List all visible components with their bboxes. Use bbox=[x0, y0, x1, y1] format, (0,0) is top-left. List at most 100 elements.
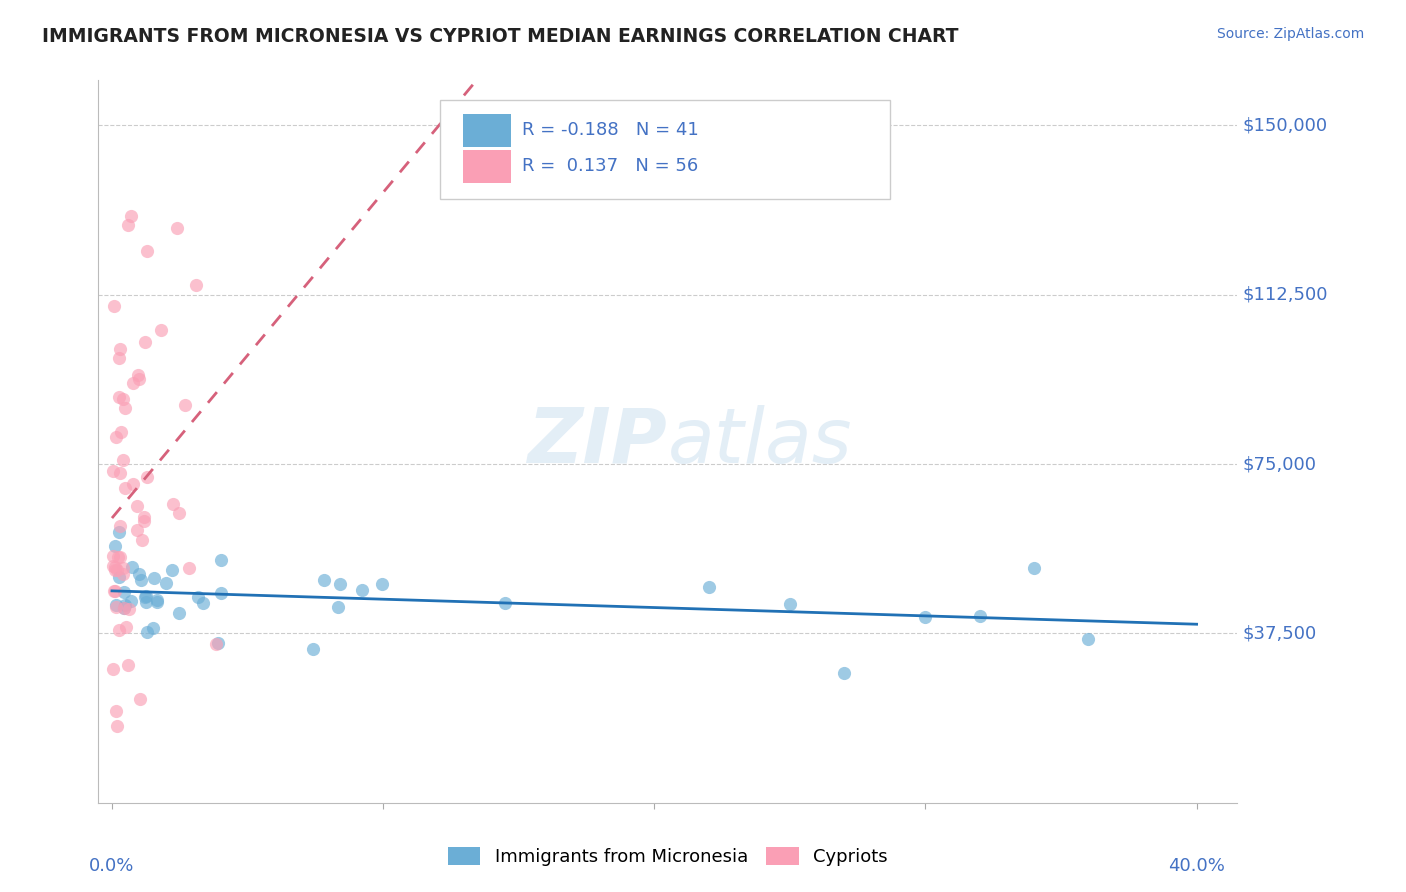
Text: ZIP: ZIP bbox=[529, 405, 668, 478]
Point bbox=[209, 553, 232, 567]
Point bbox=[146, 593, 169, 607]
Point bbox=[101, 464, 124, 478]
Point bbox=[104, 563, 127, 577]
Point bbox=[204, 637, 226, 651]
Text: 40.0%: 40.0% bbox=[1168, 857, 1225, 875]
Point bbox=[146, 595, 169, 609]
Point bbox=[135, 594, 157, 608]
Point bbox=[120, 209, 142, 223]
Text: R =  0.137   N = 56: R = 0.137 N = 56 bbox=[522, 157, 699, 175]
Point bbox=[108, 351, 131, 365]
Point bbox=[128, 371, 150, 385]
Text: 0.0%: 0.0% bbox=[90, 857, 135, 875]
Point bbox=[1077, 632, 1099, 647]
Point bbox=[120, 594, 142, 608]
Point bbox=[352, 583, 374, 598]
FancyBboxPatch shape bbox=[463, 150, 510, 183]
Point bbox=[162, 497, 184, 511]
Point bbox=[112, 600, 135, 615]
Point bbox=[134, 509, 156, 524]
Point bbox=[314, 573, 336, 587]
Point bbox=[142, 622, 165, 636]
Point bbox=[105, 430, 128, 444]
Point bbox=[112, 585, 135, 599]
Point bbox=[104, 584, 127, 599]
Point bbox=[136, 470, 159, 484]
Point bbox=[114, 599, 136, 613]
Point bbox=[329, 577, 352, 591]
Text: Source: ZipAtlas.com: Source: ZipAtlas.com bbox=[1216, 27, 1364, 41]
Point bbox=[117, 657, 139, 672]
Point bbox=[697, 580, 720, 594]
Point bbox=[174, 399, 197, 413]
Point bbox=[112, 453, 135, 467]
Point bbox=[131, 573, 153, 587]
Text: R = -0.188   N = 41: R = -0.188 N = 41 bbox=[522, 121, 699, 139]
Text: $112,500: $112,500 bbox=[1243, 285, 1329, 304]
Point bbox=[179, 560, 201, 574]
Point bbox=[114, 620, 136, 634]
Point bbox=[117, 218, 139, 232]
Text: $150,000: $150,000 bbox=[1243, 117, 1327, 135]
Point bbox=[132, 514, 155, 528]
Point bbox=[914, 610, 936, 624]
Point bbox=[104, 598, 127, 612]
Point bbox=[114, 401, 136, 416]
Point bbox=[105, 719, 128, 733]
Point bbox=[166, 220, 188, 235]
Point bbox=[107, 549, 129, 564]
Point bbox=[121, 376, 143, 391]
Point bbox=[302, 642, 325, 657]
Point bbox=[187, 591, 209, 605]
Point bbox=[969, 608, 991, 623]
Point bbox=[135, 589, 157, 603]
Point bbox=[184, 277, 207, 292]
Point bbox=[494, 596, 516, 610]
Point bbox=[108, 466, 131, 480]
Point bbox=[129, 692, 152, 706]
Point bbox=[160, 562, 183, 576]
Point bbox=[101, 549, 124, 563]
Text: $37,500: $37,500 bbox=[1243, 624, 1317, 642]
Point bbox=[134, 334, 156, 349]
Point bbox=[128, 567, 150, 582]
Point bbox=[108, 623, 131, 637]
Point bbox=[371, 576, 394, 591]
Point bbox=[135, 244, 157, 259]
Point bbox=[108, 570, 131, 584]
Point bbox=[103, 663, 125, 677]
Point bbox=[167, 506, 190, 520]
Point bbox=[193, 596, 215, 610]
Point bbox=[125, 499, 148, 513]
Point bbox=[122, 476, 145, 491]
Point bbox=[104, 560, 127, 574]
Point bbox=[103, 299, 125, 313]
Point bbox=[105, 600, 128, 615]
Point bbox=[121, 560, 143, 574]
Text: atlas: atlas bbox=[668, 405, 852, 478]
Point bbox=[149, 323, 172, 337]
Point bbox=[155, 576, 177, 591]
FancyBboxPatch shape bbox=[463, 113, 510, 147]
Point bbox=[131, 533, 153, 547]
Point bbox=[127, 368, 149, 383]
Point bbox=[118, 601, 141, 615]
Point bbox=[107, 524, 129, 539]
FancyBboxPatch shape bbox=[440, 100, 890, 200]
Point bbox=[134, 590, 156, 604]
Point bbox=[142, 571, 165, 585]
Point bbox=[103, 583, 125, 598]
Point bbox=[110, 425, 132, 440]
Point bbox=[209, 586, 232, 600]
Point bbox=[135, 624, 157, 639]
Point bbox=[125, 523, 148, 537]
Point bbox=[108, 342, 131, 356]
Point bbox=[104, 539, 127, 553]
Point bbox=[1022, 561, 1045, 575]
Point bbox=[104, 704, 127, 718]
Point bbox=[111, 392, 134, 407]
Point bbox=[112, 567, 135, 582]
Point bbox=[108, 391, 131, 405]
Point bbox=[105, 563, 128, 577]
Legend: Immigrants from Micronesia, Cypriots: Immigrants from Micronesia, Cypriots bbox=[440, 839, 896, 873]
